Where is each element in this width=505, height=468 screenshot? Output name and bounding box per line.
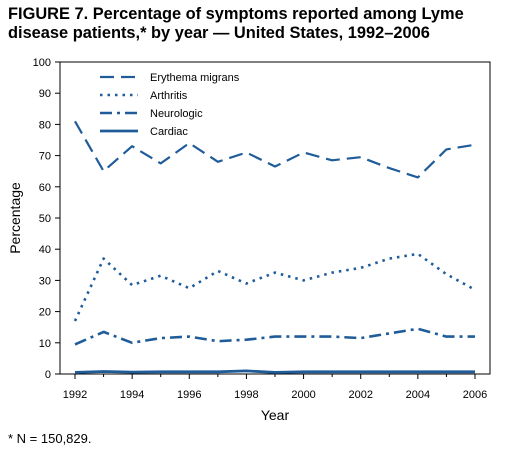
figure-title: FIGURE 7. Percentage of symptoms reporte… (8, 5, 464, 42)
series-line-cardiac (74, 369, 475, 374)
y-tick-label: 60 (39, 182, 51, 194)
y-tick-label: 100 (33, 57, 51, 69)
plot-frame (59, 61, 491, 375)
x-tick-label: 1998 (234, 389, 258, 401)
y-axis: 0 10 20 30 40 50 60 70 80 90 100 (33, 57, 60, 381)
legend-label-erythema-migrans: Erythema migrans (150, 72, 240, 84)
x-tick-label: 2004 (406, 389, 430, 401)
legend-label-cardiac: Cardiac (150, 126, 188, 138)
x-tick-label: 1994 (120, 389, 144, 401)
x-tick-label: 2000 (291, 389, 315, 401)
y-tick-label: 10 (39, 338, 51, 350)
x-tick-label: 1992 (63, 389, 87, 401)
x-tick-label: 2002 (348, 389, 372, 401)
y-tick-label: 50 (39, 213, 51, 225)
legend-label-arthritis: Arthritis (150, 90, 188, 102)
x-tick-label: 2006 (463, 389, 487, 401)
y-tick-label: 80 (39, 119, 51, 131)
y-tick-label: 70 (39, 151, 51, 163)
x-tick-label: 1996 (177, 389, 201, 401)
series-line-arthritis (73, 252, 476, 322)
y-tick-label: 20 (39, 307, 51, 319)
y-axis-title: Percentage (7, 182, 23, 254)
y-tick-label: 90 (39, 88, 51, 100)
y-tick-label: 0 (45, 369, 51, 381)
legend: Erythema migrans Arthritis Neurologic Cardi… (100, 72, 240, 138)
series-line-neurologic (74, 327, 475, 346)
series-layer (73, 120, 476, 374)
legend-label-neurologic: Neurologic (150, 108, 203, 120)
y-tick-label: 40 (39, 244, 51, 256)
line-chart: 0 10 20 30 40 50 60 70 80 90 100 1992 1994 1996 1998 2… (7, 57, 491, 423)
x-axis: 1992 1994 1996 1998 2000 2002 2004 2006 (63, 374, 487, 401)
y-tick-label: 30 (39, 275, 51, 287)
footnote: * N = 150,829. (8, 431, 92, 446)
series-line-erythema-migrans (74, 120, 476, 179)
x-axis-title: Year (261, 407, 290, 423)
